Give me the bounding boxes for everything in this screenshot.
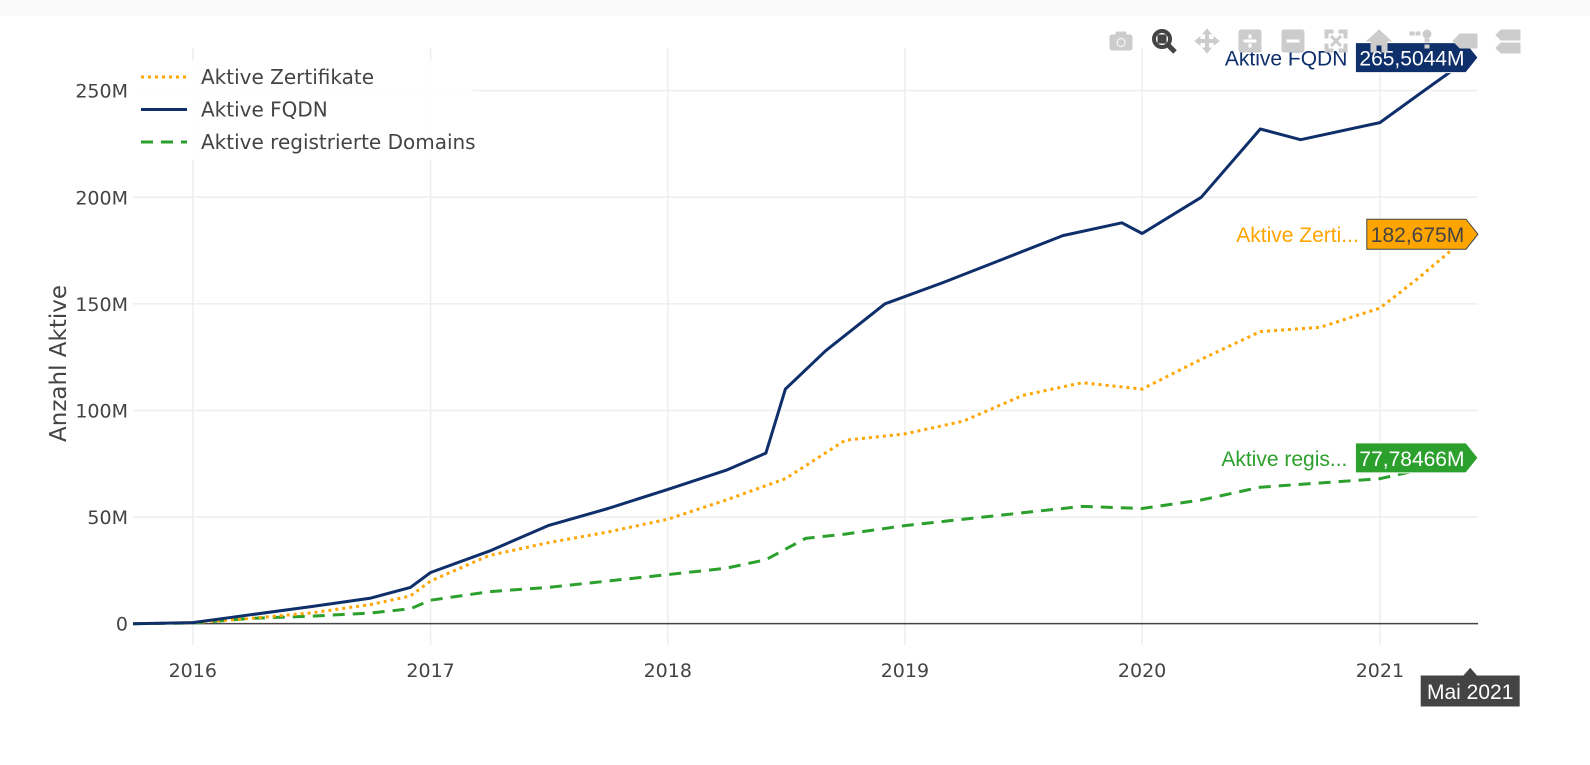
- pan-button[interactable]: [1190, 24, 1224, 58]
- x-tick-label: 2016: [169, 660, 217, 682]
- autoscale-button[interactable]: [1319, 24, 1353, 58]
- hover-series-name: Aktive Zerti...: [1236, 224, 1359, 247]
- legend-label: Aktive registrierte Domains: [201, 130, 476, 154]
- spike-lines-button[interactable]: [1405, 24, 1439, 58]
- series-line-domains[interactable]: [132, 456, 1471, 626]
- y-tick-label: 250M: [75, 81, 128, 103]
- y-tick-label: 50M: [87, 507, 128, 529]
- hover-series-name: Aktive regis...: [1221, 448, 1347, 471]
- series-line-fqdn[interactable]: [132, 56, 1472, 626]
- legend-label: Aktive Zertifikate: [201, 65, 374, 89]
- camera-icon: [1109, 31, 1133, 51]
- hover-x-label-box: [1419, 666, 1521, 708]
- zoom-icon: [1152, 29, 1177, 54]
- x-tick-label: 2020: [1118, 660, 1166, 682]
- y-tick-label: 100M: [75, 400, 128, 422]
- hover-closest-icon: [1452, 33, 1478, 49]
- hover-value: 77,78466M: [1359, 448, 1464, 471]
- hover-value: 265,5044M: [1359, 48, 1464, 71]
- hover-closest-button[interactable]: [1448, 24, 1482, 58]
- legend-label: Aktive FQDN: [201, 98, 328, 122]
- hover-label-box: [1354, 442, 1479, 474]
- legend-item[interactable]: Aktive FQDN: [141, 98, 328, 122]
- zoom-out-icon: [1281, 29, 1305, 53]
- legend-item[interactable]: Aktive Zertifikate: [141, 65, 374, 89]
- y-tick-label: 200M: [75, 187, 128, 209]
- pan-icon: [1194, 28, 1220, 54]
- modebar: [1104, 24, 1534, 58]
- top-band: [0, 0, 1590, 16]
- legend: Aktive Zertifikate Aktive FQDN Aktive regi…: [128, 60, 476, 160]
- reset-axes-button[interactable]: [1362, 24, 1396, 58]
- spike-lines-icon: [1409, 29, 1432, 49]
- hover-compare-icon: [1495, 29, 1521, 54]
- reset-axes-icon: [1365, 29, 1393, 53]
- series-line-zertifikate[interactable]: [132, 233, 1472, 626]
- y-tick-label: 0: [116, 614, 128, 636]
- hover-x-label: Mai 2021: [1427, 681, 1513, 704]
- zoom-button[interactable]: [1147, 24, 1181, 58]
- hover-compare-button[interactable]: [1491, 24, 1525, 58]
- legend-item[interactable]: Aktive registrierte Domains: [141, 130, 476, 154]
- zoom-out-button[interactable]: [1276, 24, 1310, 58]
- x-tick-label: 2021: [1356, 660, 1404, 682]
- hover-value: 182,675M: [1371, 224, 1464, 247]
- camera-button[interactable]: [1104, 24, 1138, 58]
- x-tick-label: 2017: [406, 660, 454, 682]
- hover-label-box: [1366, 218, 1479, 250]
- zoom-in-button[interactable]: [1233, 24, 1267, 58]
- zoom-in-icon: [1238, 29, 1262, 53]
- y-axis-title: Anzahl Aktive: [46, 285, 72, 442]
- x-tick-label: 2019: [881, 660, 929, 682]
- x-tick-label: 2018: [644, 660, 692, 682]
- y-tick-label: 150M: [75, 294, 128, 316]
- hover-series-name: Aktive FQDN: [1225, 48, 1348, 71]
- autoscale-icon: [1324, 29, 1348, 53]
